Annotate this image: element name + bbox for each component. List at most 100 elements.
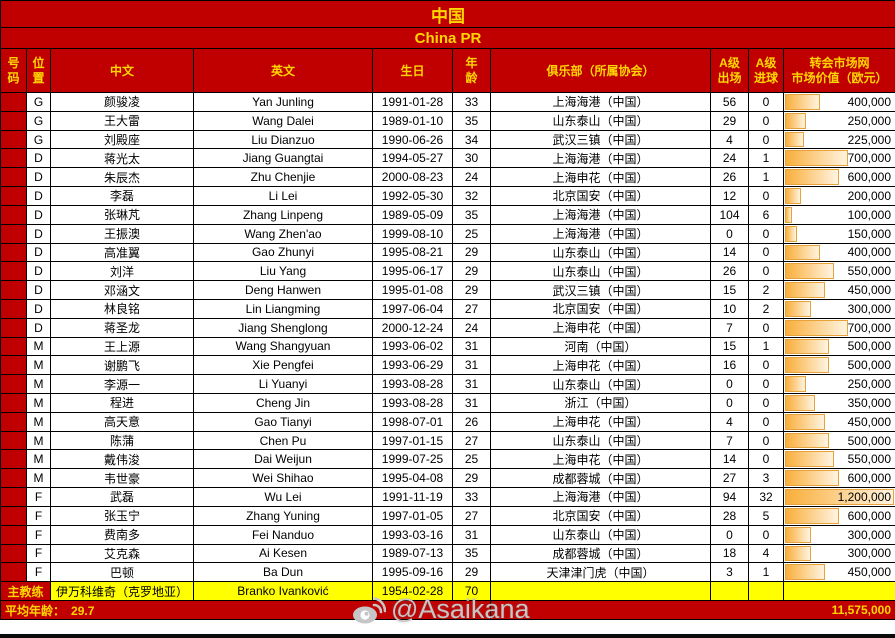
market-value-text: 450,000 [847,565,891,580]
player-row: D 林良铭 Lin Liangming 1997-06-04 27 北京国安（中… [0,298,895,319]
player-market-value-cell: 550,000 [783,449,895,470]
player-goals-cell: 1 [748,167,784,188]
player-age-cell: 31 [452,355,491,376]
player-market-value-cell: 450,000 [783,562,895,583]
player-market-value-cell: 400,000 [783,242,895,263]
player-club-cell: 武汉三镇（中国） [490,129,711,150]
player-position-cell: M [26,374,51,394]
player-goals-cell: 0 [748,374,784,394]
market-value-databar [785,376,807,392]
col-header-name-en: 英文 [193,48,373,93]
col-header-market-value: 转会市场网 市场价值（欧元） [783,48,895,93]
player-name-cn-cell: 刘洋 [50,261,194,282]
market-value-databar [785,507,839,524]
player-name-en-cell: Wei Shihao [193,468,373,489]
player-goals-cell: 2 [748,298,784,319]
player-club-cell: 山东泰山（中国） [490,110,711,131]
player-market-value-cell: 250,000 [783,374,895,394]
player-number-cell [0,487,27,507]
player-name-cn-cell: 韦世豪 [50,468,194,489]
player-age-cell: 25 [452,223,491,244]
player-club-cell: 上海海港（中国） [490,148,711,169]
player-market-value-cell: 300,000 [783,543,895,564]
player-age-cell: 27 [452,430,491,451]
player-birthday-cell: 1999-08-10 [372,223,453,244]
player-name-cn-cell: 高天意 [50,411,194,432]
page-title-en: China PR [0,27,895,50]
col-header-number: 号 码 [0,48,27,93]
player-row: D 李磊 Li Lei 1992-05-30 32 北京国安（中国） 12 0 … [0,186,895,206]
player-position-cell: D [26,223,51,244]
player-number-cell [0,280,27,300]
player-row: F 艾克森 Ai Kesen 1989-07-13 35 成都蓉城（中国） 18… [0,543,895,564]
player-club-cell: 山东泰山（中国） [490,261,711,282]
player-number-cell [0,355,27,376]
player-goals-cell: 0 [748,449,784,470]
coach-birthday-cell: 1954-02-28 [372,581,453,602]
player-name-cn-cell: 程进 [50,393,194,413]
player-row: M 谢鹏飞 Xie Pengfei 1993-06-29 31 上海申花（中国）… [0,355,895,376]
market-value-databar [785,131,804,148]
player-market-value-cell: 1,200,000 [783,487,895,507]
player-name-en-cell: Yan Junling [193,92,373,112]
player-market-value-cell: 500,000 [783,430,895,451]
player-name-cn-cell: 陈蒲 [50,430,194,451]
player-club-cell: 山东泰山（中国） [490,524,711,545]
player-birthday-cell: 1995-01-08 [372,280,453,300]
player-club-cell: 上海申花（中国） [490,355,711,376]
player-club-cell: 山东泰山（中国） [490,430,711,451]
player-birthday-cell: 1991-01-28 [372,92,453,112]
player-birthday-cell: 1994-05-27 [372,148,453,169]
player-row: M 高天意 Gao Tianyi 1998-07-01 26 上海申花（中国） … [0,411,895,432]
market-value-databar [785,395,816,411]
player-market-value-cell: 150,000 [783,223,895,244]
bottom-white-strip [0,620,895,634]
player-name-cn-cell: 武磊 [50,487,194,507]
average-age-label: 平均年龄： [5,603,66,618]
player-birthday-cell: 1990-06-26 [372,129,453,150]
player-row: D 刘洋 Liu Yang 1995-06-17 29 山东泰山（中国） 26 … [0,261,895,282]
player-name-cn-cell: 李磊 [50,186,194,206]
player-goals-cell: 0 [748,92,784,112]
player-name-en-cell: Zhang Linpeng [193,204,373,225]
player-position-cell: D [26,298,51,319]
player-caps-cell: 0 [710,393,749,413]
average-age-value: 29.7 [71,603,95,618]
player-club-cell: 山东泰山（中国） [490,374,711,394]
player-club-cell: 北京国安（中国） [490,298,711,319]
player-birthday-cell: 1997-01-05 [372,505,453,526]
player-name-en-cell: Gao Zhunyi [193,242,373,263]
player-number-cell [0,186,27,206]
col-header-club: 俱乐部（所属协会） [490,48,711,93]
player-goals-cell: 32 [748,487,784,507]
market-value-databar [785,94,820,110]
player-birthday-cell: 1989-01-10 [372,110,453,131]
player-age-cell: 29 [452,242,491,263]
player-position-cell: F [26,505,51,526]
market-value-databar [785,451,834,468]
player-goals-cell: 0 [748,355,784,376]
player-club-cell: 上海海港（中国） [490,92,711,112]
player-goals-cell: 0 [748,110,784,131]
player-row: M 王上源 Wang Shangyuan 1993-06-02 31 河南（中国… [0,336,895,357]
player-number-cell [0,167,27,188]
player-name-en-cell: Jiang Shenglong [193,317,373,338]
player-position-cell: G [26,92,51,112]
player-market-value-cell: 225,000 [783,129,895,150]
player-number-cell [0,204,27,225]
market-value-text: 700,000 [847,320,891,335]
player-caps-cell: 16 [710,355,749,376]
player-market-value-cell: 300,000 [783,298,895,319]
coach-age-cell: 70 [452,581,491,602]
player-goals-cell: 0 [748,430,784,451]
player-age-cell: 25 [452,449,491,470]
roster-table: 中国 China PR 号 码 位 置 中文 英文 生日 年 龄 [0,0,895,620]
player-birthday-cell: 1993-08-28 [372,374,453,394]
player-birthday-cell: 1995-06-17 [372,261,453,282]
player-club-cell: 上海申花（中国） [490,449,711,470]
coach-name-cn-cell: 伊万科维奇（克罗地亚） [50,581,194,602]
player-market-value-cell: 600,000 [783,505,895,526]
page-title-cn: 中国 [0,0,895,29]
player-position-cell: G [26,129,51,150]
